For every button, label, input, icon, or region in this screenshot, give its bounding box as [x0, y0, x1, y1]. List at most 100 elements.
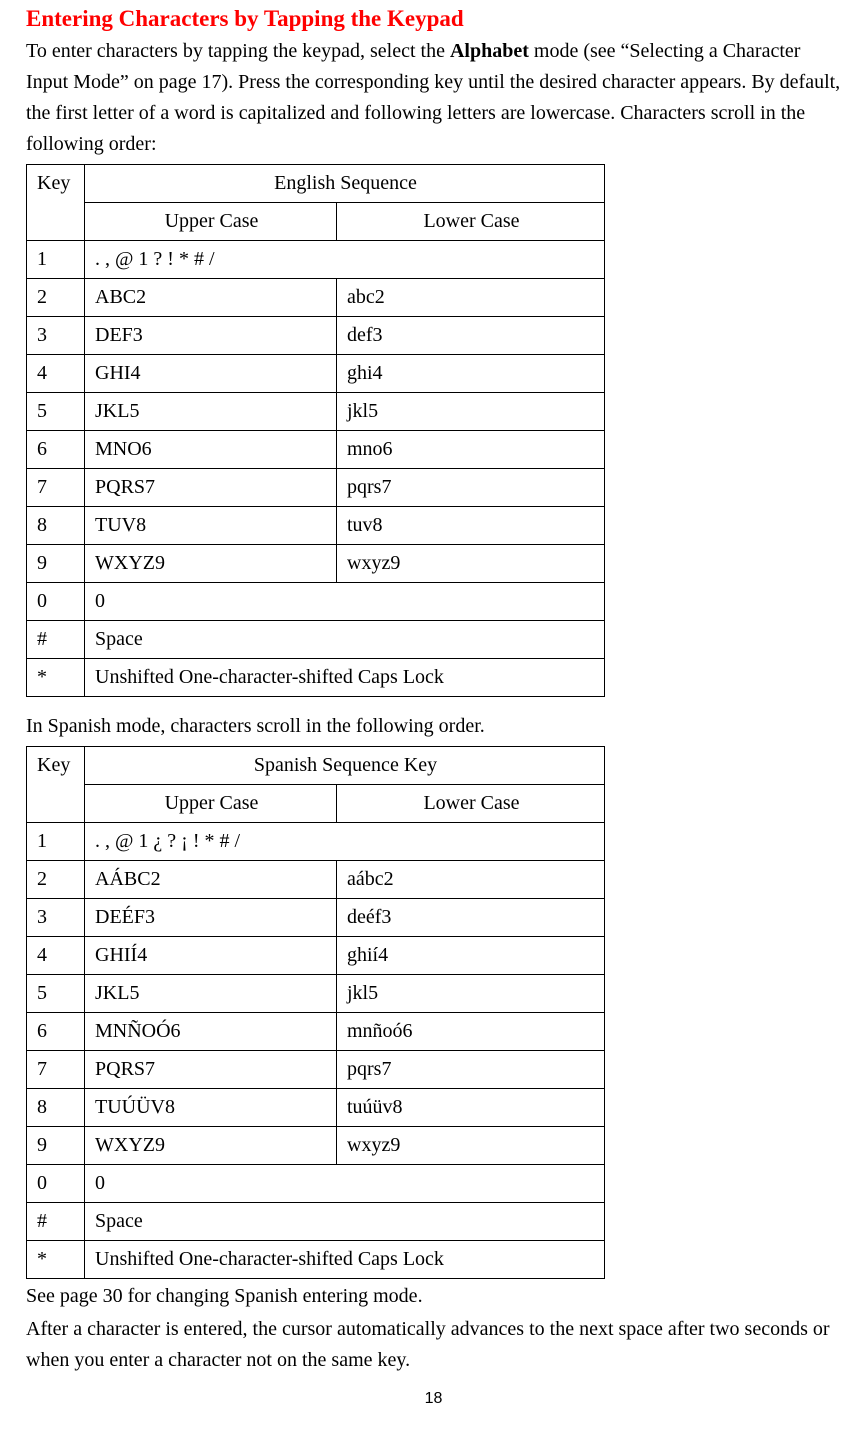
cell-key: 3	[27, 898, 85, 936]
cell-upper: JKL5	[85, 392, 337, 430]
table-row: 9WXYZ9wxyz9	[27, 544, 605, 582]
cell-upper: MNO6	[85, 430, 337, 468]
cell-lower: aábc2	[337, 860, 605, 898]
table-row: 00	[27, 1164, 605, 1202]
th-lower: Lower Case	[337, 784, 605, 822]
cell-upper: WXYZ9	[85, 1126, 337, 1164]
table-subheader-row: Upper Case Lower Case	[27, 784, 605, 822]
footer-note-2: After a character is entered, the cursor…	[26, 1314, 847, 1376]
table-row: 5JKL5jkl5	[27, 974, 605, 1012]
th-lower: Lower Case	[337, 202, 605, 240]
cell-lower: mno6	[337, 430, 605, 468]
cell-lower: pqrs7	[337, 1050, 605, 1088]
table-row: *Unshifted One-character-shifted Caps Lo…	[27, 1240, 605, 1278]
cell-key: 5	[27, 392, 85, 430]
section-heading: Entering Characters by Tapping the Keypa…	[26, 4, 847, 34]
table-row: 1. , @ 1 ? ! * # /	[27, 240, 605, 278]
cell-key: 0	[27, 582, 85, 620]
table-row: 4GHI4ghi4	[27, 354, 605, 392]
cell-upper: DEÉF3	[85, 898, 337, 936]
english-sequence-table: Key English Sequence Upper Case Lower Ca…	[26, 164, 605, 697]
cell-key: 9	[27, 1126, 85, 1164]
cell-lower: tuúüv8	[337, 1088, 605, 1126]
cell-lower: tuv8	[337, 506, 605, 544]
cell-key: 4	[27, 354, 85, 392]
table-row: 2ABC2abc2	[27, 278, 605, 316]
cell-sequence: 0	[85, 582, 605, 620]
table-row: #Space	[27, 1202, 605, 1240]
cell-upper: GHIÍ4	[85, 936, 337, 974]
table-row: 3DEÉF3deéf3	[27, 898, 605, 936]
table-row: 7PQRS7pqrs7	[27, 468, 605, 506]
table-row: 3DEF3def3	[27, 316, 605, 354]
table-row: #Space	[27, 620, 605, 658]
intro-paragraph: To enter characters by tapping the keypa…	[26, 36, 847, 160]
spanish-intro: In Spanish mode, characters scroll in th…	[26, 711, 847, 742]
table-row: 8TUÚÜV8tuúüv8	[27, 1088, 605, 1126]
cell-sequence: . , @ 1 ¿ ? ¡ ! * # /	[85, 822, 605, 860]
table-row: 2AÁBC2aábc2	[27, 860, 605, 898]
cell-lower: deéf3	[337, 898, 605, 936]
cell-key: #	[27, 1202, 85, 1240]
cell-upper: MNÑOÓ6	[85, 1012, 337, 1050]
cell-key: *	[27, 658, 85, 696]
cell-key: 1	[27, 822, 85, 860]
table-row: 1. , @ 1 ¿ ? ¡ ! * # /	[27, 822, 605, 860]
table-row: 9WXYZ9wxyz9	[27, 1126, 605, 1164]
cell-key: 2	[27, 860, 85, 898]
cell-key: 6	[27, 430, 85, 468]
table-row: 00	[27, 582, 605, 620]
table-row: 6MNO6mno6	[27, 430, 605, 468]
cell-key: 6	[27, 1012, 85, 1050]
cell-sequence: . , @ 1 ? ! * # /	[85, 240, 605, 278]
cell-sequence: Unshifted One-character-shifted Caps Loc…	[85, 658, 605, 696]
cell-upper: GHI4	[85, 354, 337, 392]
table-row: 6MNÑOÓ6mnñoó6	[27, 1012, 605, 1050]
cell-key: 7	[27, 468, 85, 506]
table-subheader-row: Upper Case Lower Case	[27, 202, 605, 240]
cell-upper: JKL5	[85, 974, 337, 1012]
th-upper: Upper Case	[85, 784, 337, 822]
cell-key: 8	[27, 506, 85, 544]
cell-key: 8	[27, 1088, 85, 1126]
th-key: Key	[27, 746, 85, 822]
cell-key: 1	[27, 240, 85, 278]
cell-upper: WXYZ9	[85, 544, 337, 582]
cell-key: 7	[27, 1050, 85, 1088]
cell-key: 5	[27, 974, 85, 1012]
cell-upper: TUÚÜV8	[85, 1088, 337, 1126]
cell-sequence: Space	[85, 1202, 605, 1240]
table-header-row: Key English Sequence	[27, 164, 605, 202]
cell-key: *	[27, 1240, 85, 1278]
table-row: 5JKL5jkl5	[27, 392, 605, 430]
cell-lower: pqrs7	[337, 468, 605, 506]
cell-lower: abc2	[337, 278, 605, 316]
cell-upper: ABC2	[85, 278, 337, 316]
cell-lower: wxyz9	[337, 1126, 605, 1164]
cell-upper: TUV8	[85, 506, 337, 544]
cell-lower: ghi4	[337, 354, 605, 392]
cell-key: 3	[27, 316, 85, 354]
cell-lower: jkl5	[337, 974, 605, 1012]
intro-text-a: To enter characters by tapping the keypa…	[26, 40, 450, 62]
th-upper: Upper Case	[85, 202, 337, 240]
table-row: 4GHIÍ4ghií4	[27, 936, 605, 974]
cell-lower: ghií4	[337, 936, 605, 974]
cell-key: 9	[27, 544, 85, 582]
cell-sequence: Unshifted One-character-shifted Caps Loc…	[85, 1240, 605, 1278]
cell-lower: def3	[337, 316, 605, 354]
table-row: 8TUV8tuv8	[27, 506, 605, 544]
table-row: *Unshifted One-character-shifted Caps Lo…	[27, 658, 605, 696]
table-header-row: Key Spanish Sequence Key	[27, 746, 605, 784]
table-row: 7PQRS7pqrs7	[27, 1050, 605, 1088]
cell-lower: mnñoó6	[337, 1012, 605, 1050]
cell-key: 0	[27, 1164, 85, 1202]
cell-sequence: Space	[85, 620, 605, 658]
cell-upper: AÁBC2	[85, 860, 337, 898]
intro-bold: Alphabet	[450, 40, 529, 62]
cell-upper: PQRS7	[85, 1050, 337, 1088]
spanish-sequence-table: Key Spanish Sequence Key Upper Case Lowe…	[26, 746, 605, 1279]
cell-key: #	[27, 620, 85, 658]
cell-key: 2	[27, 278, 85, 316]
footer-note-1: See page 30 for changing Spanish enterin…	[26, 1281, 847, 1312]
